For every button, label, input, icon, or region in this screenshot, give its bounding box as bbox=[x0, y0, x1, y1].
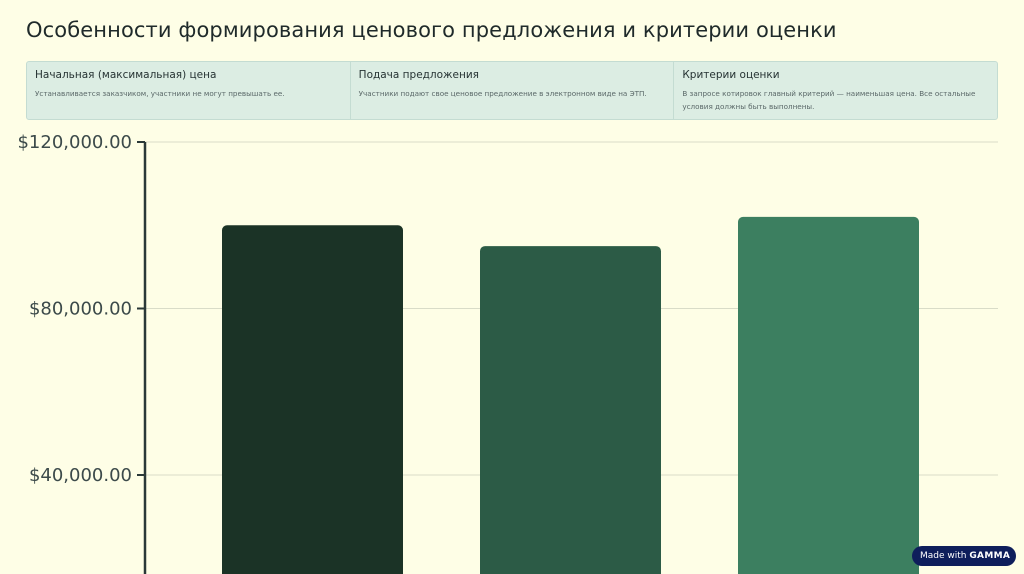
y-tick-label-1: $80,000.00 bbox=[29, 299, 132, 320]
card-title: Подача предложения bbox=[358, 69, 479, 81]
bar-0 bbox=[222, 225, 403, 574]
bar-1 bbox=[480, 246, 661, 574]
card-criteria: Критерии оценки В запросе котировок глав… bbox=[674, 62, 997, 119]
card-text: Устанавливается заказчиком, участники не… bbox=[35, 89, 285, 98]
y-tick-label-2: $120,000.00 bbox=[17, 132, 132, 153]
gamma-brand-label: GAMMA bbox=[969, 551, 1011, 561]
card-text: Участники подают свое ценовое предложени… bbox=[358, 89, 647, 98]
card-initial-price: Начальная (максимальная) цена Устанавлив… bbox=[27, 62, 351, 119]
page-title: Особенности формирования ценового предло… bbox=[26, 18, 837, 42]
y-tick-label-0: $40,000.00 bbox=[29, 465, 132, 486]
made-with-gamma-badge[interactable]: Made with GAMMA bbox=[912, 546, 1016, 566]
bar-2 bbox=[738, 216, 919, 574]
card-title: Критерии оценки bbox=[682, 69, 780, 81]
bar-chart: $40,000.00 $80,000.00 $120,000.00 bbox=[17, 132, 998, 574]
card-text: В запросе котировок главный критерий — н… bbox=[682, 89, 976, 111]
card-submission: Подача предложения Участники подают свое… bbox=[351, 62, 675, 119]
info-cards: Начальная (максимальная) цена Устанавлив… bbox=[26, 61, 998, 120]
made-with-label: Made with bbox=[920, 551, 967, 561]
card-title: Начальная (максимальная) цена bbox=[35, 69, 217, 81]
